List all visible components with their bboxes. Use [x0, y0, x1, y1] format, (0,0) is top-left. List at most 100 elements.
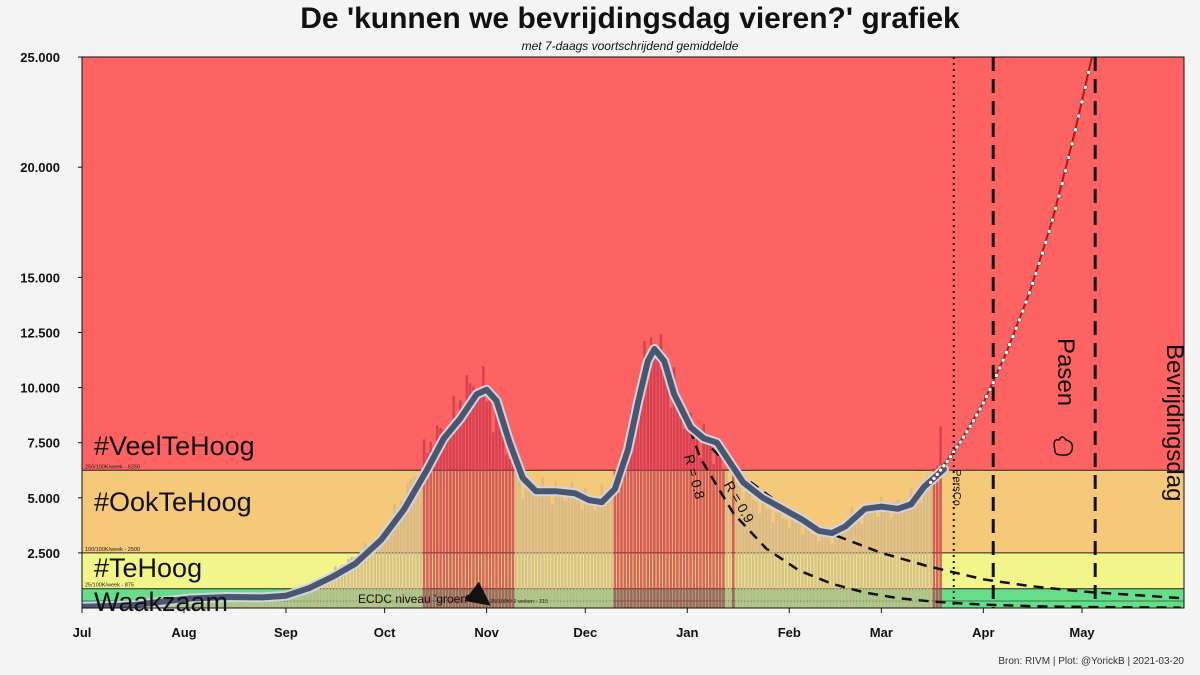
extrapolation-point — [1043, 240, 1049, 245]
daily-bar — [672, 367, 676, 608]
chart-subtitle: met 7-daags voortschrijdend gemiddelde — [521, 39, 739, 53]
daily-bar — [199, 598, 202, 608]
daily-bar — [804, 526, 808, 608]
daily-bar — [485, 401, 488, 608]
daily-bar — [225, 598, 229, 608]
y-tick-label: 7.500 — [27, 436, 60, 451]
daily-bar — [761, 494, 765, 608]
zone-label: #VeelTeHoog — [94, 431, 255, 461]
daily-bar — [541, 477, 544, 608]
daily-bar — [195, 599, 199, 608]
daily-bar — [899, 504, 903, 608]
daily-bar — [353, 556, 357, 608]
daily-bar — [587, 498, 590, 608]
extrapolation-point — [997, 365, 1003, 371]
daily-bar — [741, 499, 745, 608]
daily-bar — [926, 475, 929, 608]
daily-bar — [676, 395, 679, 608]
daily-bar — [528, 483, 531, 608]
daily-bar — [633, 416, 636, 608]
extrapolation-point — [1073, 127, 1078, 133]
daily-bar — [235, 597, 238, 608]
extrapolation-point — [1079, 99, 1085, 105]
daily-bar — [422, 439, 426, 608]
daily-bar — [935, 465, 939, 608]
extrapolation-point — [1046, 229, 1052, 234]
extrapolation-point — [941, 463, 947, 469]
daily-bar — [745, 490, 748, 608]
extrapolation-point — [934, 472, 940, 477]
x-tick-label: May — [1069, 625, 1095, 640]
daily-bar — [406, 482, 409, 608]
daily-bar — [478, 393, 482, 608]
daily-bar — [524, 474, 528, 608]
daily-bar — [646, 352, 650, 608]
daily-bar — [863, 509, 867, 608]
extrapolation-point — [984, 394, 989, 399]
daily-bar — [620, 458, 623, 608]
extrapolation-point — [1050, 217, 1055, 223]
daily-bar — [393, 504, 396, 608]
daily-bar — [488, 399, 492, 608]
r09-projection-line — [686, 424, 1181, 600]
daily-bar — [857, 512, 860, 608]
extrapolation-point — [944, 459, 950, 464]
daily-bar — [472, 386, 475, 608]
extrapolation-point — [1040, 250, 1045, 256]
daily-bar — [768, 508, 771, 608]
daily-bar — [248, 597, 252, 608]
daily-bar — [514, 472, 518, 608]
daily-bar — [600, 484, 604, 608]
x-tick-label: Dec — [573, 625, 597, 640]
extrapolation-point — [1027, 290, 1032, 296]
daily-bar — [399, 501, 403, 608]
daily-bar — [784, 519, 788, 608]
daily-bar — [922, 479, 926, 608]
daily-bar — [307, 586, 311, 608]
daily-bar — [666, 375, 669, 608]
daily-bar — [771, 522, 775, 608]
extrapolation-point — [994, 373, 999, 378]
daily-bar — [883, 509, 886, 608]
daily-bar — [794, 522, 798, 608]
daily-bar — [603, 494, 607, 608]
chart-title: De 'kunnen we bevrijdingsdag vieren?' gr… — [300, 2, 960, 35]
daily-bar — [310, 584, 314, 608]
zone-label: #TeHoog — [94, 553, 202, 583]
daily-bar — [343, 568, 347, 608]
daily-bar — [590, 499, 594, 608]
daily-bar — [281, 595, 284, 608]
y-tick-label: 10.000 — [20, 381, 60, 396]
daily-bar — [505, 454, 508, 608]
daily-bar — [458, 400, 462, 608]
daily-bar — [912, 498, 916, 608]
daily-bar — [919, 502, 923, 608]
daily-bar — [251, 596, 255, 608]
extrapolation-point — [967, 424, 973, 429]
extrapolation-point — [1004, 349, 1009, 355]
daily-bar — [643, 341, 646, 608]
daily-bar — [432, 460, 436, 608]
daily-bar — [630, 410, 633, 608]
daily-bar — [350, 556, 354, 608]
daily-bar — [396, 511, 400, 608]
daily-bar — [547, 489, 551, 608]
daily-bar — [380, 534, 383, 608]
y-tick-label: 15.000 — [20, 270, 60, 285]
daily-bar — [886, 504, 890, 608]
daily-bar — [820, 527, 824, 608]
daily-bar — [301, 590, 304, 608]
daily-bar — [363, 542, 367, 608]
daily-bar — [498, 422, 502, 608]
daily-bar — [357, 556, 360, 608]
daily-bar — [906, 509, 909, 608]
daily-bar — [774, 512, 778, 608]
daily-bar — [465, 375, 469, 608]
daily-bar — [278, 596, 281, 608]
daily-bar — [241, 598, 245, 608]
daily-bar — [238, 597, 242, 608]
daily-bar — [521, 498, 525, 608]
extrapolation-point — [1036, 261, 1042, 266]
x-tick-label: Apr — [972, 625, 994, 640]
vline-label: Pasen — [1052, 338, 1079, 406]
